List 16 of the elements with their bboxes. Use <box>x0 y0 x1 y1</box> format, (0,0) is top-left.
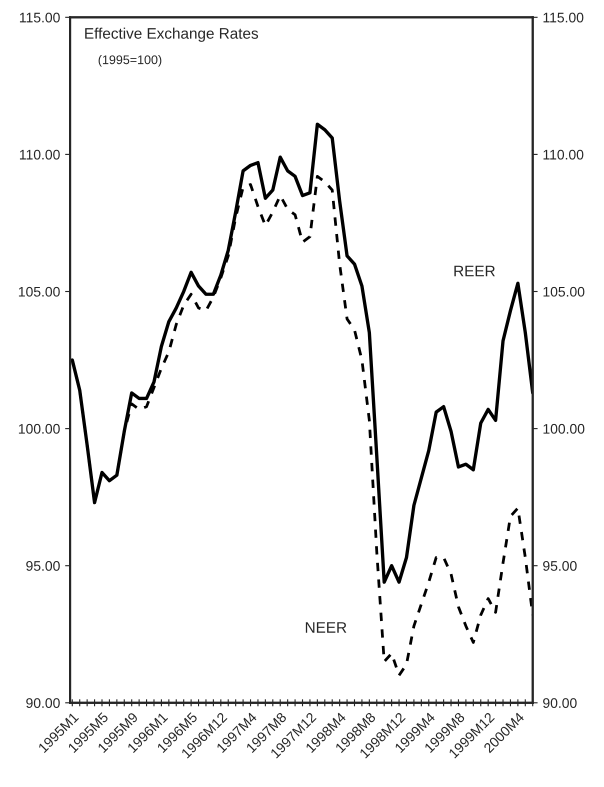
text: NEER <box>306 622 346 633</box>
text: (1995=100) <box>98 55 162 67</box>
series-label: REER <box>454 266 495 276</box>
y-tick-label: 110.00 <box>20 150 60 160</box>
y-tick-label: 95.00 <box>26 561 60 571</box>
y-tick-label: 105.00 <box>18 286 60 297</box>
y2-tick-label: 100.00 <box>544 424 584 434</box>
y2-tick-label: 95.00 <box>543 561 577 571</box>
y2-tick-label: 90.00 <box>543 698 577 708</box>
text: Effective Exchange Rates <box>85 28 258 42</box>
y2-tick-label: 115.00 <box>544 12 584 22</box>
y-tick-label: 100.00 <box>18 424 60 434</box>
y2-tick-label: 110.00 <box>544 150 584 160</box>
y2-tick-label: 105.00 <box>544 286 584 297</box>
y-tick-label: 115.00 <box>20 12 60 22</box>
y-tick-label: 90.00 <box>26 698 60 708</box>
